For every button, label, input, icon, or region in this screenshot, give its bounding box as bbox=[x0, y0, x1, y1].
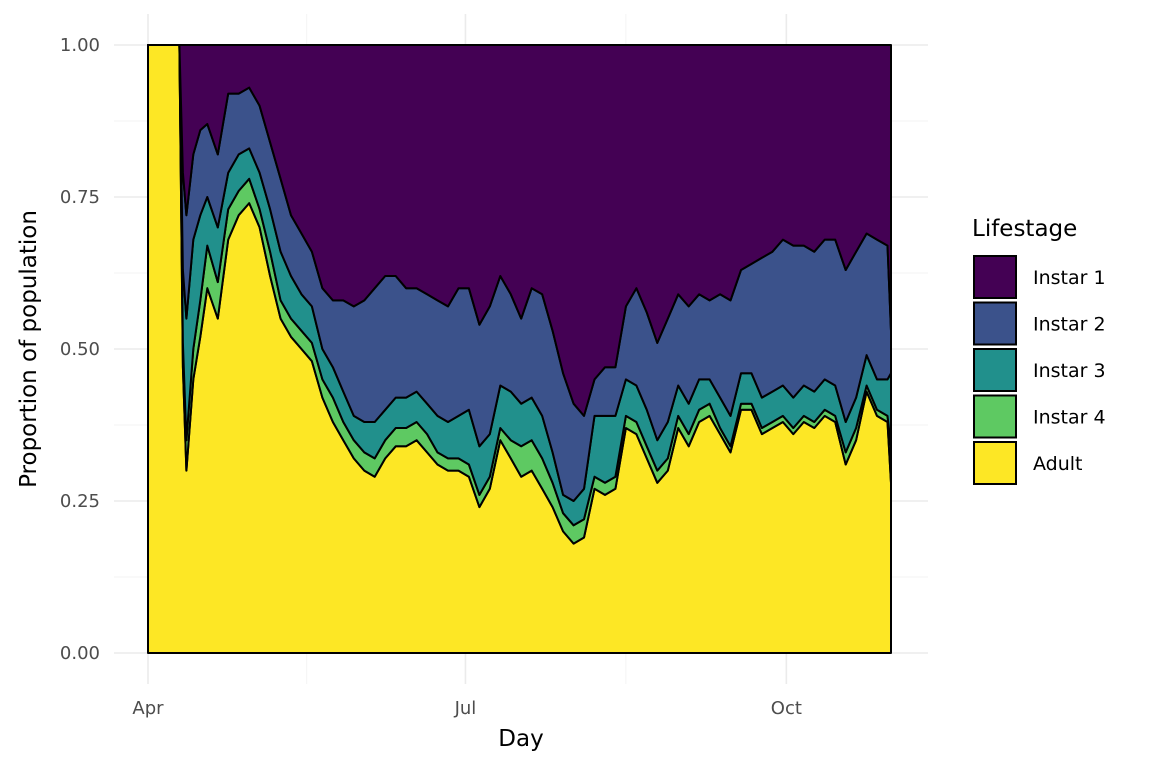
tick-labels: 0.00 0.25 0.50 0.75 1.00 Apr Jul Oct bbox=[60, 35, 802, 719]
y-tick-label: 0.75 bbox=[60, 187, 100, 208]
y-tick-label: 0.50 bbox=[60, 339, 100, 360]
legend-label-instar-1: Instar 1 bbox=[1033, 267, 1106, 289]
legend-label-instar-2: Instar 2 bbox=[1033, 314, 1106, 336]
area-layer bbox=[147, 44, 892, 654]
legend-swatch-instar-2 bbox=[973, 301, 1017, 346]
y-tick-label: 0.25 bbox=[60, 491, 100, 512]
y-tick-label: 0.00 bbox=[60, 643, 100, 664]
legend-swatch-instar-4 bbox=[973, 394, 1017, 439]
x-tick-label: Oct bbox=[771, 698, 802, 719]
legend-items: Instar 1 Instar 2 Instar 3 Instar 4 Adult bbox=[973, 255, 1106, 485]
legend-swatch-adult bbox=[973, 441, 1017, 485]
legend-title: Lifestage bbox=[972, 216, 1077, 242]
legend-swatch-instar-1 bbox=[973, 255, 1017, 299]
legend-swatch-instar-3 bbox=[973, 348, 1017, 392]
y-axis-title: Proportion of population bbox=[16, 210, 42, 488]
legend-label-adult: Adult bbox=[1033, 453, 1083, 475]
x-tick-label: Apr bbox=[132, 698, 164, 719]
x-tick-label: Jul bbox=[454, 698, 477, 719]
x-axis-title: Day bbox=[498, 726, 543, 752]
legend-label-instar-3: Instar 3 bbox=[1033, 360, 1106, 382]
y-tick-label: 1.00 bbox=[60, 35, 100, 56]
legend-label-instar-4: Instar 4 bbox=[1033, 407, 1106, 429]
area-instar-1 bbox=[147, 44, 892, 417]
